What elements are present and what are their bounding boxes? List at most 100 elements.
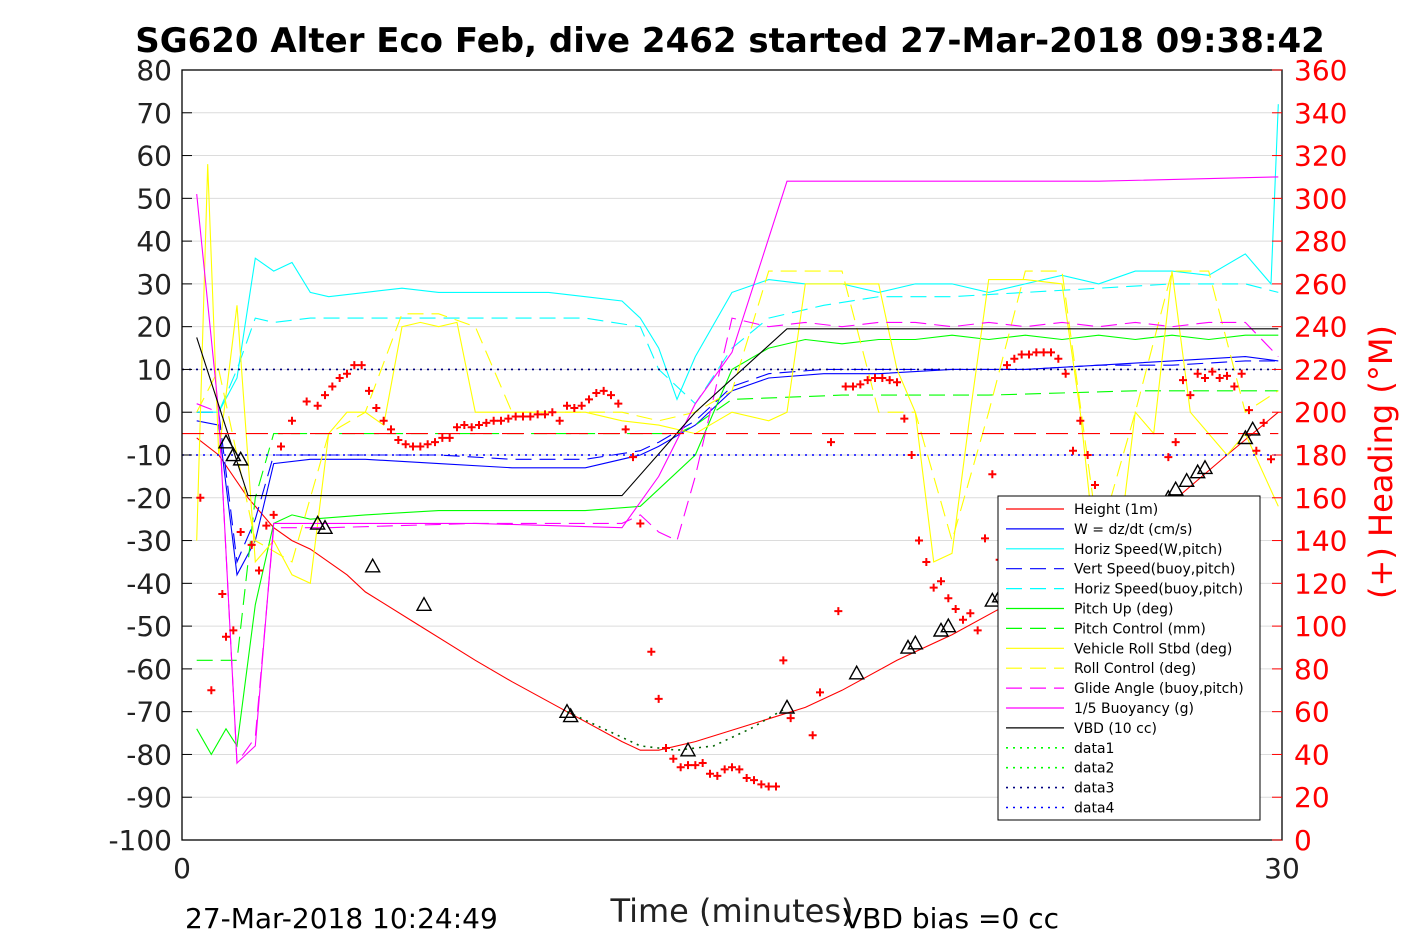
heading-marker (335, 374, 344, 382)
heading-marker (929, 583, 938, 592)
left-tick-label: 0 (154, 396, 172, 429)
heading-marker (423, 440, 432, 449)
right-tick-label: 160 (1294, 482, 1347, 515)
depth-triangle-marker (1189, 463, 1206, 479)
heading-marker (328, 382, 337, 391)
heading-marker (922, 557, 931, 566)
heading-marker (764, 782, 773, 791)
heading-marker (218, 590, 227, 599)
heading-marker (841, 382, 850, 391)
heading-marker (713, 771, 722, 780)
depth-triangle-marker (309, 515, 326, 530)
heading-marker (577, 401, 586, 410)
heading-marker (1076, 416, 1085, 425)
right-tick-label: 260 (1294, 268, 1347, 301)
heading-marker (691, 761, 700, 770)
heading-marker (1245, 406, 1253, 415)
series-line-10 (196, 176, 1279, 765)
heading-marker (951, 605, 960, 613)
right-tick-label: 40 (1294, 738, 1330, 771)
heading-marker (728, 763, 736, 772)
heading-marker (475, 421, 483, 430)
heading-marker (1179, 376, 1187, 385)
heading-marker (1208, 367, 1217, 376)
heading-marker (1237, 369, 1246, 378)
right-axis-label: (+) Heading (°M) (1362, 325, 1400, 599)
heading-marker (379, 416, 388, 425)
series-line-3 (196, 360, 1279, 564)
footer-timestamp: 27-Mar-2018 10:24:49 (185, 902, 498, 935)
left-tick-label: -50 (126, 610, 172, 643)
heading-marker (1259, 418, 1268, 427)
legend-label: data1 (1074, 741, 1114, 757)
depth-triangle-marker (679, 741, 697, 757)
right-tick-label: 240 (1294, 311, 1347, 344)
right-tick-label: 340 (1294, 97, 1347, 130)
legend-label: Horiz Speed(W,pitch) (1074, 542, 1222, 558)
heading-marker (1025, 350, 1033, 359)
heading-marker (445, 433, 454, 442)
heading-marker (966, 609, 975, 618)
heading-marker (1267, 455, 1275, 464)
heading-marker (372, 403, 381, 412)
heading-marker (1047, 348, 1055, 357)
heading-marker (981, 534, 989, 543)
depth-triangle-marker (1244, 420, 1261, 436)
left-tick-label: -90 (126, 781, 172, 814)
depth-triangle-marker (225, 446, 242, 462)
legend-box (997, 495, 1261, 821)
legend-label: W = dz/dt (cm/s) (1074, 522, 1193, 538)
heading-marker (742, 773, 751, 782)
heading-marker (288, 416, 296, 425)
heading-marker (1083, 451, 1092, 459)
heading-marker (1223, 371, 1231, 380)
heading-marker (621, 425, 630, 434)
heading-marker (526, 412, 535, 421)
heading-marker (871, 374, 879, 382)
heading-marker (816, 688, 824, 697)
heading-marker (750, 776, 758, 785)
depth-triangle-marker (232, 450, 249, 466)
heading-marker (467, 423, 476, 432)
legend-label: Vehicle Roll Stbd (deg) (1074, 641, 1232, 657)
heading-marker (438, 433, 447, 442)
right-tick-label: 220 (1294, 353, 1347, 386)
heading-marker (684, 761, 692, 770)
heading-marker (1230, 382, 1239, 391)
heading-marker (409, 442, 417, 451)
heading-marker (269, 510, 278, 519)
heading-marker (222, 632, 230, 641)
legend-label: data2 (1074, 761, 1114, 777)
depth-triangle-marker (778, 698, 796, 714)
left-tick-label: -40 (126, 567, 172, 600)
left-axis-ticks: 80 70 60 50 40 30 20 10 0 -10 -20 -30 -40 -50 -60 -70 -8… (108, 54, 192, 857)
heading-marker (849, 382, 857, 391)
heading-marker (555, 416, 564, 425)
left-tick-label: -60 (126, 653, 172, 686)
left-tick-label: 70 (136, 97, 172, 130)
heading-marker (834, 607, 843, 616)
heading-marker (1061, 369, 1070, 378)
right-axis-ticks: 3603403203002802602402202001801601401201… (1272, 54, 1347, 857)
right-tick-label: 20 (1294, 781, 1330, 814)
left-tick-label: 80 (136, 54, 172, 87)
heading-marker (1091, 480, 1099, 489)
right-tick-label: 360 (1294, 54, 1347, 87)
heading-marker (387, 425, 395, 434)
right-tick-label: 300 (1294, 182, 1347, 215)
right-tick-label: 120 (1294, 567, 1347, 600)
left-tick-label: -80 (126, 738, 172, 771)
right-tick-label: 140 (1294, 525, 1347, 558)
heading-marker (878, 374, 887, 382)
depth-triangle-marker (932, 621, 950, 637)
legend-label: Pitch Up (deg) (1074, 602, 1173, 618)
heading-marker (533, 410, 542, 419)
legend: Height (1m) W = dz/dt (cm/s) Horiz Speed(W… (997, 495, 1261, 821)
depth-triangle-marker (848, 664, 865, 680)
depth-triangle-marker (364, 557, 381, 573)
heading-marker (1069, 446, 1077, 455)
depth-triangle-marker (415, 596, 433, 612)
right-tick-label: 60 (1294, 696, 1330, 729)
legend-label: VBD (10 cc) (1074, 721, 1157, 737)
